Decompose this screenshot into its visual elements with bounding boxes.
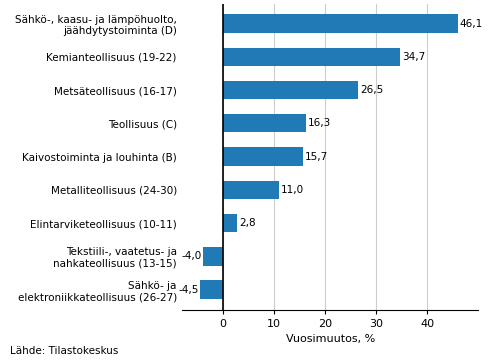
Text: 26,5: 26,5 (360, 85, 383, 95)
Bar (223, 14, 458, 33)
Text: 15,7: 15,7 (305, 152, 328, 162)
Bar (223, 214, 238, 232)
Text: 46,1: 46,1 (460, 19, 483, 28)
Bar (223, 48, 400, 66)
Text: 16,3: 16,3 (308, 118, 331, 128)
Text: -4,0: -4,0 (181, 251, 201, 261)
Bar (200, 280, 223, 299)
Bar (203, 247, 223, 266)
Text: 11,0: 11,0 (281, 185, 304, 195)
Text: Lähde: Tilastokeskus: Lähde: Tilastokeskus (10, 346, 118, 356)
Bar (223, 81, 358, 99)
Text: 2,8: 2,8 (239, 218, 256, 228)
Text: -4,5: -4,5 (178, 285, 199, 294)
Bar (223, 181, 280, 199)
Bar (223, 148, 303, 166)
Bar (223, 114, 306, 132)
X-axis label: Vuosimuutos, %: Vuosimuutos, % (285, 334, 375, 344)
Text: 34,7: 34,7 (402, 52, 425, 62)
